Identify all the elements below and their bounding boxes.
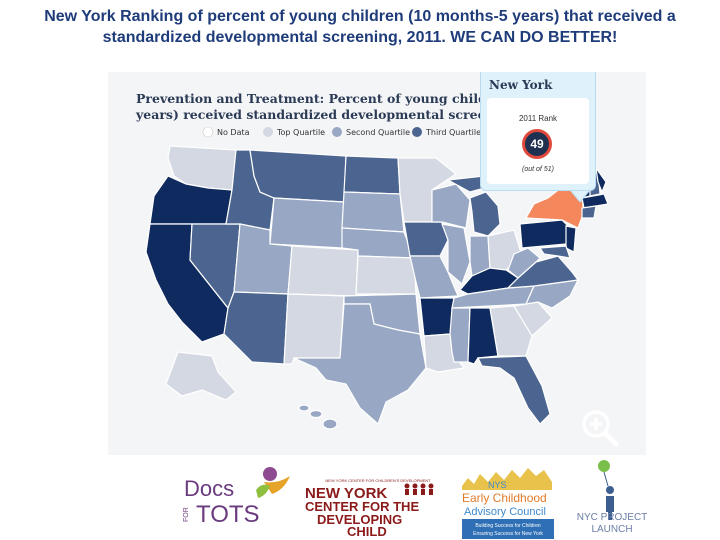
state-pennsylvania[interactable] bbox=[519, 219, 571, 249]
state-maine[interactable] bbox=[595, 167, 607, 194]
popup-rank-badge: 49 bbox=[522, 129, 552, 159]
balloon-string bbox=[603, 471, 609, 487]
legend-swatch-third-quartile bbox=[412, 127, 422, 137]
state-hawaii[interactable] bbox=[298, 404, 338, 430]
docs-for-tots-figure-arm bbox=[264, 476, 290, 494]
state-wyoming[interactable] bbox=[269, 197, 345, 249]
legend-label-third-quartile: Third Quartile bbox=[425, 128, 481, 137]
docs-for-tots-line1: Docs bbox=[184, 476, 234, 501]
nys-early-childhood-logo: NYS Early Childhood Advisory Council Bui… bbox=[462, 468, 554, 539]
child-figure-body bbox=[606, 496, 614, 520]
nycdc-logo: NEW YORK CENTER FOR CHILDREN'S DEVELOPME… bbox=[305, 478, 434, 539]
legend: No Data Top Quartile Second Quartile Thi… bbox=[202, 126, 481, 138]
state-maryland[interactable] bbox=[538, 245, 571, 259]
nycdc-line1: NEW YORK bbox=[305, 485, 387, 502]
state-texas[interactable] bbox=[293, 303, 427, 426]
popup-rank-label: 2011 Rank bbox=[518, 114, 558, 123]
nys-tagline-2: Ensuring Success for New York bbox=[473, 531, 543, 537]
state-wisconsin[interactable] bbox=[431, 183, 471, 229]
nyc-project-launch-logo: NYC PROJECT LAUNCH bbox=[577, 460, 648, 535]
child-figure-head bbox=[606, 486, 614, 494]
us-state-ranking-map: Prevention and Treatment: Percent of you… bbox=[108, 72, 646, 455]
state-shapes bbox=[145, 145, 609, 430]
nycdc-line4: CHILD bbox=[347, 524, 387, 539]
state-connecticut[interactable] bbox=[581, 205, 597, 219]
panel-title-line-2: years) received standardized development… bbox=[135, 107, 495, 122]
state-mississippi[interactable] bbox=[449, 307, 471, 363]
nys-line2: Advisory Council bbox=[464, 506, 546, 518]
nys-tagline-band bbox=[462, 519, 554, 539]
state-florida[interactable] bbox=[477, 355, 551, 425]
state-illinois[interactable] bbox=[441, 223, 471, 286]
slide-title: New York Ranking of percent of young chi… bbox=[44, 8, 676, 46]
state-north-dakota[interactable] bbox=[343, 155, 401, 195]
state-arizona[interactable] bbox=[223, 291, 289, 365]
state-arkansas[interactable] bbox=[419, 297, 455, 337]
state-new-jersey[interactable] bbox=[565, 225, 577, 253]
popup-state-name: New York bbox=[489, 78, 553, 92]
nys-skyline-icon bbox=[462, 468, 552, 490]
nys-tagline-1: Building Success for Children bbox=[475, 523, 541, 529]
docs-for-tots-figure-head bbox=[263, 467, 277, 481]
state-alaska[interactable] bbox=[165, 351, 237, 401]
docs-for-tots-line2: TOTS bbox=[196, 501, 260, 528]
legend-label-no-data: No Data bbox=[217, 128, 250, 137]
nyc-launch-line1: NYC PROJECT bbox=[577, 512, 648, 523]
popup-rank-out-of: (out of 51) bbox=[522, 166, 554, 173]
docs-for-tots-logo: Docs FOR TOTS bbox=[183, 467, 290, 528]
nycdc-figures-icon bbox=[404, 483, 434, 495]
balloon-icon bbox=[598, 460, 610, 472]
nycdc-small-text: NEW YORK CENTER FOR CHILDREN'S DEVELOPME… bbox=[325, 478, 431, 483]
docs-for-tots-for: FOR bbox=[183, 507, 190, 522]
state-virginia[interactable] bbox=[506, 255, 580, 289]
state-massachusetts[interactable] bbox=[581, 193, 609, 209]
legend-label-second-quartile: Second Quartile bbox=[346, 128, 410, 137]
zoom-in-icon[interactable] bbox=[582, 410, 619, 447]
popup-rank-value: 49 bbox=[530, 137, 544, 151]
nys-line1: Early Childhood bbox=[462, 491, 547, 505]
state-colorado[interactable] bbox=[287, 245, 359, 297]
state-missouri[interactable] bbox=[409, 255, 459, 299]
nys-label: NYS bbox=[488, 480, 507, 490]
legend-swatch-no-data bbox=[202, 126, 214, 138]
state-south-dakota[interactable] bbox=[341, 191, 405, 233]
docs-for-tots-figure-leaf bbox=[256, 484, 270, 498]
map-svg: Prevention and Treatment: Percent of you… bbox=[108, 72, 646, 447]
panel-title-line-1: Prevention and Treatment: Percent of you… bbox=[136, 91, 501, 106]
legend-swatch-top-quartile bbox=[263, 127, 273, 137]
legend-label-top-quartile: Top Quartile bbox=[276, 128, 325, 137]
legend-swatch-second-quartile bbox=[332, 127, 342, 137]
state-iowa[interactable] bbox=[403, 221, 449, 257]
state-new-mexico[interactable] bbox=[283, 293, 345, 365]
nycdc-line2: CENTER FOR THE bbox=[305, 499, 419, 514]
state-kansas[interactable] bbox=[355, 255, 417, 295]
state-popup: New York 2011 Rank 49 (out of 51) bbox=[480, 72, 596, 191]
partner-logos: Docs FOR TOTS NEW YORK CENTER FOR CHILDR… bbox=[0, 456, 720, 540]
state-michigan[interactable] bbox=[469, 191, 501, 237]
state-montana[interactable] bbox=[249, 149, 347, 203]
nycdc-line3: DEVELOPING bbox=[317, 512, 402, 527]
nyc-launch-line2: LAUNCH bbox=[591, 524, 632, 535]
